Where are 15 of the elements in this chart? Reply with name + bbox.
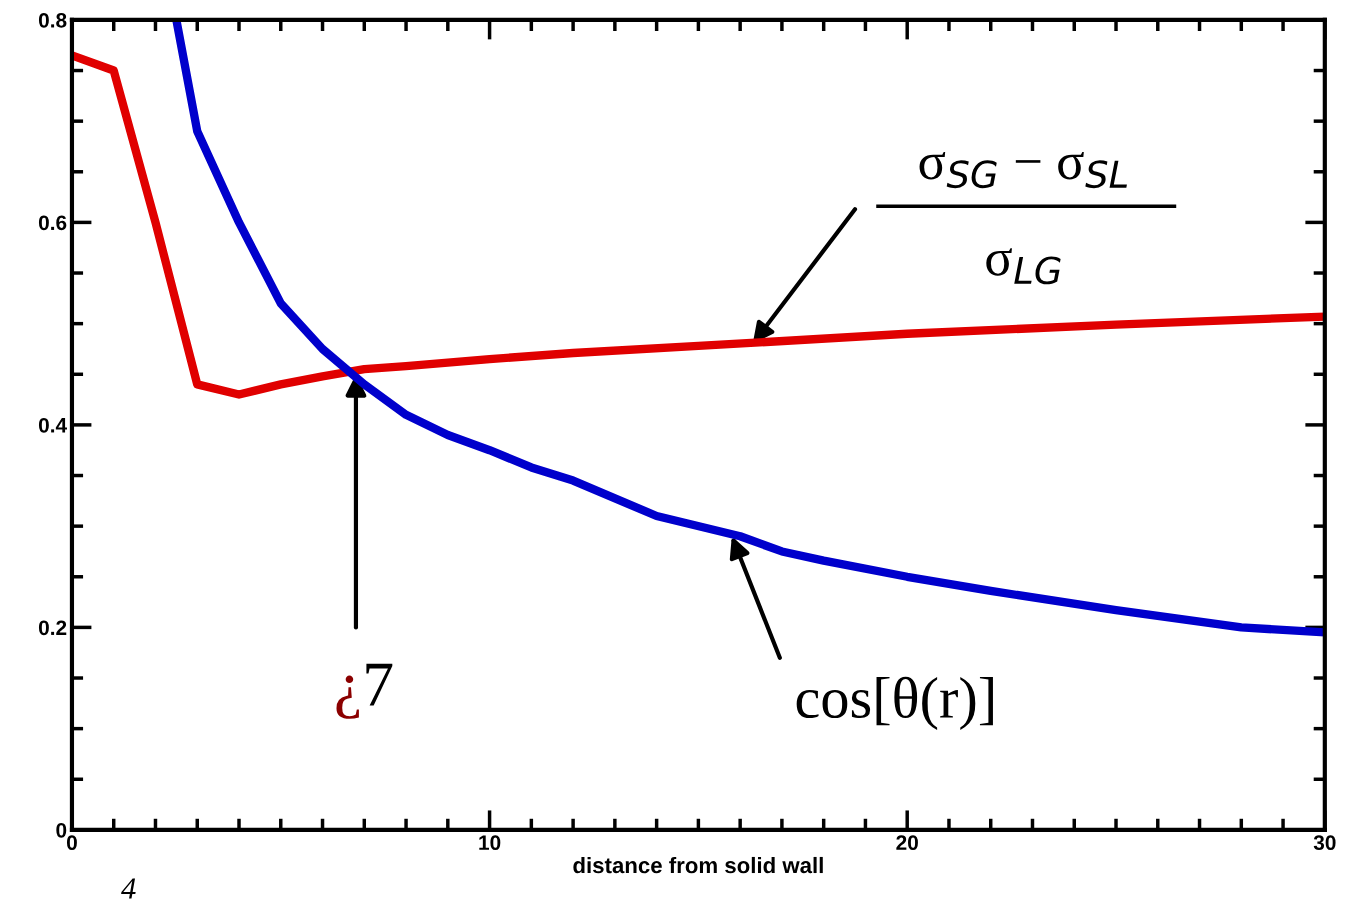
y-tick-label: 0.2 (38, 620, 67, 636)
y-tick-label: 0 (56, 822, 67, 838)
text: 4 (121, 878, 136, 899)
annotation: σ$_{SG}$ − σ$_{SL}$ (919, 151, 1127, 189)
y-tick-label: 0.8 (38, 12, 67, 28)
annotation: ¿7 (336, 663, 393, 719)
annotation: σ$_{LG}$ (986, 248, 1061, 285)
x-tick-label: 10 (479, 835, 501, 851)
annotation: cos[θ(r)] (796, 676, 993, 730)
x-axis-title: distance from solid wall (573, 856, 823, 874)
x-tick-label: 20 (896, 835, 918, 851)
y-tick-label: 0.4 (38, 417, 67, 433)
y-tick-label: 0.6 (38, 215, 67, 231)
x-tick-label: 0 (66, 835, 77, 851)
x-tick-label: 30 (1313, 835, 1336, 851)
